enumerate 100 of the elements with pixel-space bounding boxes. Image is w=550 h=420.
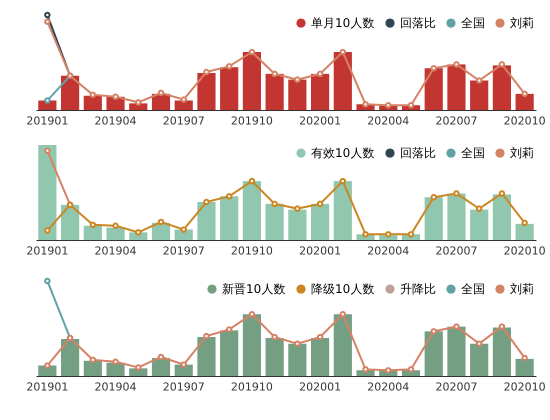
point	[248, 48, 256, 56]
point	[226, 63, 232, 70]
point	[44, 227, 51, 234]
bar	[424, 68, 443, 110]
x-tick-label: 202010	[504, 244, 546, 258]
bar	[311, 338, 330, 376]
bar	[197, 72, 216, 110]
point	[112, 222, 119, 229]
bar	[470, 80, 488, 110]
bar	[106, 362, 125, 376]
bar	[266, 204, 284, 240]
point	[271, 70, 278, 78]
bar	[288, 210, 306, 240]
x-tick-label: 202007	[435, 114, 478, 128]
legend-label: 降级10人数	[311, 282, 374, 296]
bar	[334, 314, 352, 376]
point	[294, 205, 301, 212]
x-tick-label: 201910	[230, 244, 273, 258]
legend-label: 全国	[461, 16, 485, 30]
point	[340, 48, 346, 56]
point	[248, 178, 256, 184]
legend-label: 全国	[461, 282, 485, 296]
point	[248, 311, 256, 318]
legend-label: 新晋10人数	[222, 282, 286, 296]
x-tick-label: 202004	[367, 380, 410, 394]
bar	[447, 64, 466, 110]
point	[44, 147, 51, 154]
point	[180, 226, 187, 233]
bar	[174, 364, 193, 376]
point	[226, 193, 232, 200]
bar	[174, 100, 193, 110]
bar	[84, 360, 102, 376]
point	[362, 101, 369, 108]
point	[362, 366, 369, 373]
point	[498, 61, 506, 68]
bar	[242, 52, 261, 110]
point	[158, 90, 164, 96]
x-tick-label: 202010	[504, 114, 546, 128]
point	[294, 76, 301, 83]
point	[316, 334, 324, 340]
x-tick-label: 202001	[299, 244, 342, 258]
bar	[311, 204, 330, 240]
point	[180, 96, 187, 103]
x-tick-label: 201907	[162, 114, 205, 128]
bar	[106, 228, 125, 240]
x-tick-label: 202001	[299, 114, 342, 128]
legend-label: 刘莉	[510, 16, 534, 30]
legend-label: 回落比	[400, 146, 436, 160]
point	[203, 198, 210, 206]
point	[112, 358, 119, 365]
point	[476, 77, 482, 84]
point	[135, 364, 142, 371]
bar	[220, 67, 238, 110]
legend-label: 回落比	[400, 16, 436, 30]
x-tick-label: 202007	[435, 244, 478, 258]
x-tick-label: 202004	[367, 114, 410, 128]
bar	[38, 366, 56, 376]
bar	[242, 314, 261, 376]
point	[135, 99, 142, 106]
bar	[266, 74, 284, 110]
point	[521, 90, 528, 98]
point	[271, 200, 278, 208]
legend-label: 单月10人数	[311, 16, 374, 30]
bar	[516, 358, 534, 376]
x-tick-label: 201907	[162, 244, 205, 258]
point	[385, 102, 392, 108]
bar	[492, 194, 511, 240]
bar	[61, 338, 80, 376]
bar	[84, 96, 102, 110]
point	[316, 70, 324, 78]
point	[453, 323, 460, 330]
bar	[492, 65, 511, 110]
bar	[447, 193, 466, 240]
point	[294, 340, 301, 347]
x-tick-label: 201910	[230, 380, 273, 394]
bar	[220, 196, 238, 240]
point	[430, 328, 437, 335]
point	[408, 366, 414, 373]
legend-label: 刘莉	[510, 282, 534, 296]
point	[90, 222, 96, 228]
legend-label: 升降比	[400, 282, 436, 296]
point	[44, 12, 51, 18]
bar	[197, 202, 216, 240]
x-tick-label: 201904	[94, 114, 137, 128]
point	[498, 323, 506, 330]
bar	[470, 210, 488, 240]
point	[90, 356, 96, 364]
point	[408, 102, 414, 108]
point	[521, 220, 528, 226]
bar	[129, 368, 148, 376]
x-tick-label: 201910	[230, 114, 273, 128]
bar	[288, 344, 306, 376]
bar	[334, 52, 352, 110]
point	[316, 200, 324, 208]
point	[430, 194, 437, 200]
bar	[516, 224, 534, 240]
point	[226, 326, 232, 333]
x-tick-label: 201904	[94, 380, 137, 394]
bar	[424, 197, 443, 240]
point	[203, 68, 210, 76]
